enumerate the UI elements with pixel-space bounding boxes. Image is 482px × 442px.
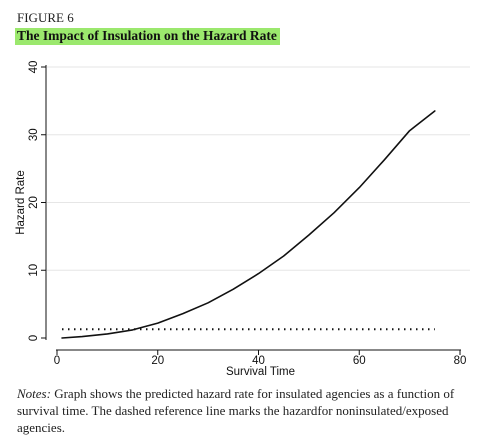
x-tick-label-1: 20 xyxy=(151,355,164,367)
x-axis-label: Survival Time xyxy=(226,366,295,378)
y-tick-label-0: 0 xyxy=(28,335,40,341)
x-ticks: 0 20 40 60 80 xyxy=(54,350,467,367)
series-solid-line xyxy=(61,110,436,339)
series-layer xyxy=(61,110,436,339)
notes-prefix: Notes: xyxy=(17,386,51,401)
x-tick-label-3: 60 xyxy=(353,355,366,367)
y-ticks: 0 10 20 30 40 xyxy=(28,61,46,341)
y-tick-label-4: 40 xyxy=(28,61,40,74)
figure-title: The Impact of Insulation on the Hazard R… xyxy=(15,28,280,45)
grid-lines xyxy=(47,66,470,271)
x-tick-label-2: 40 xyxy=(252,355,265,367)
x-tick-label-4: 80 xyxy=(454,355,467,367)
y-tick-label-1: 10 xyxy=(28,264,40,277)
y-tick-label-2: 20 xyxy=(28,196,40,209)
x-tick-label-0: 0 xyxy=(54,355,60,367)
figure-notes: Notes: Graph shows the predicted hazard … xyxy=(17,385,472,436)
figure-label: FIGURE 6 xyxy=(17,10,74,25)
notes-text: Graph shows the predicted hazard rate fo… xyxy=(17,386,455,435)
y-axis-label: Hazard Rate xyxy=(15,170,27,235)
y-tick-label-3: 30 xyxy=(28,128,40,141)
